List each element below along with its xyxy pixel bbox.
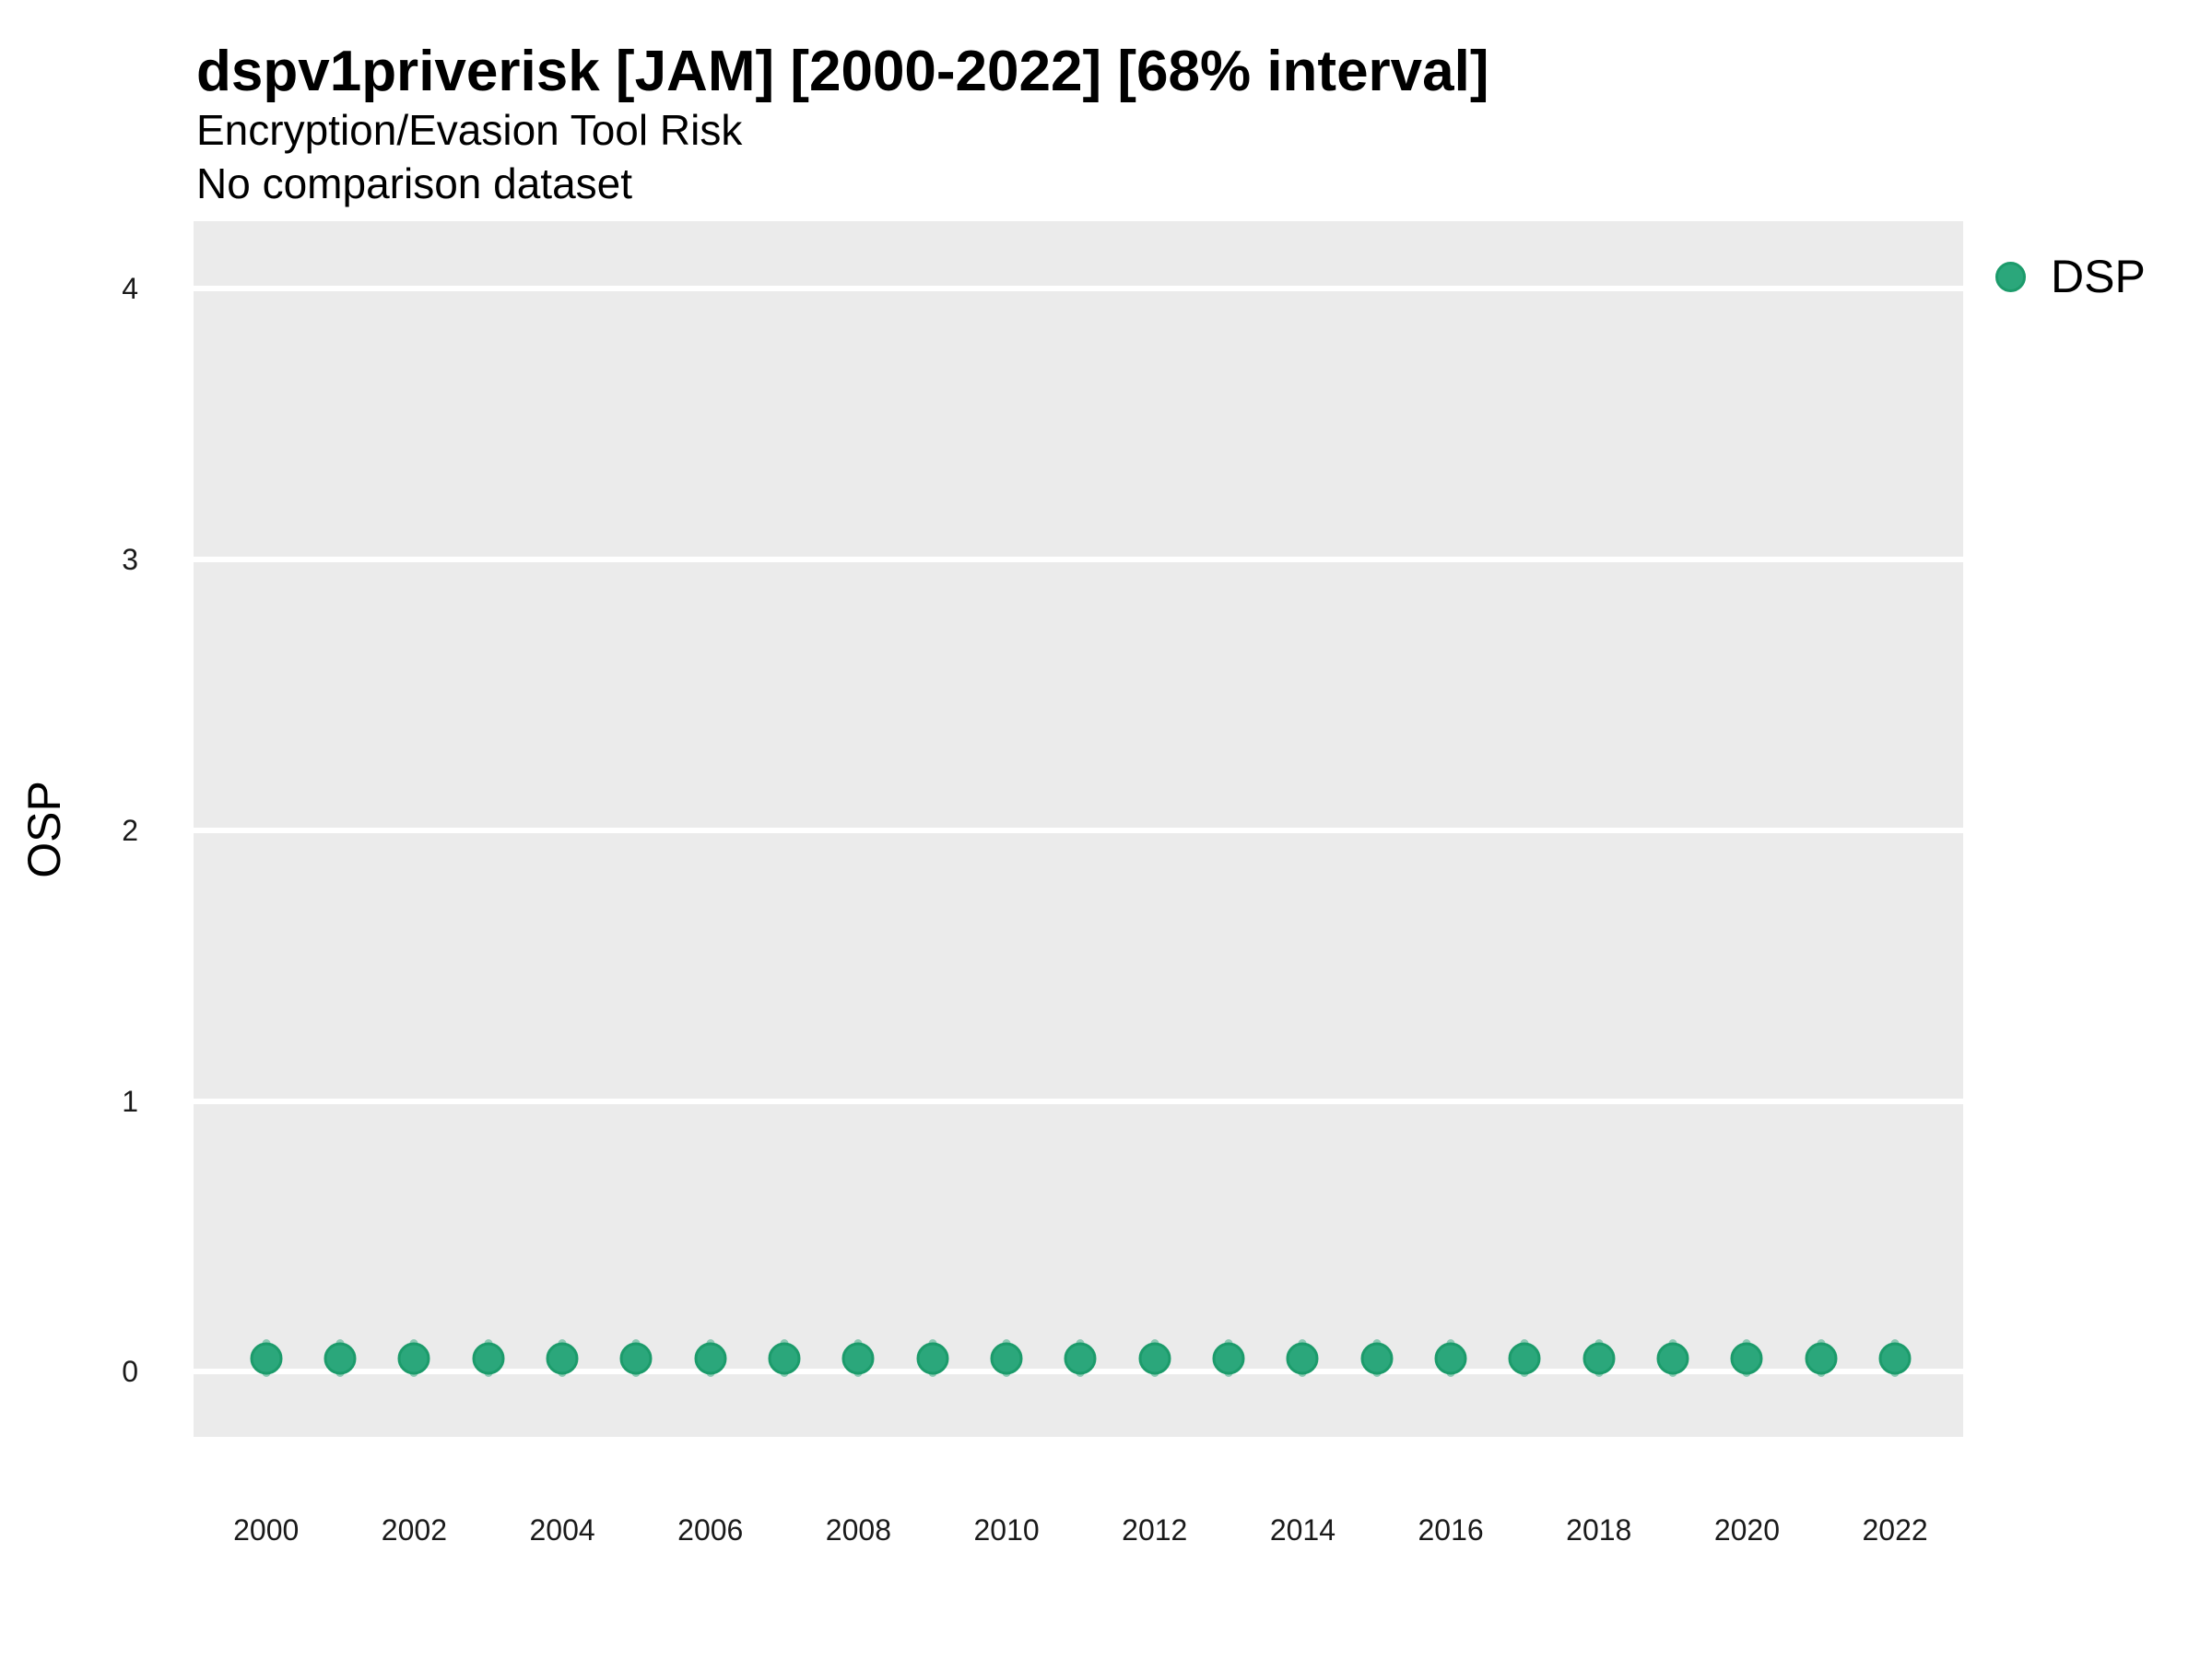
x-tick-label: 2002 (381, 1513, 447, 1547)
point-marker (1508, 1342, 1541, 1375)
point-marker (1805, 1342, 1838, 1375)
x-tick-label: 2010 (973, 1513, 1040, 1547)
y-tick-label: 0 (122, 1355, 138, 1389)
plot-panel (194, 221, 1963, 1437)
x-tick-label: 2014 (1269, 1513, 1335, 1547)
x-tick-label: 2008 (825, 1513, 891, 1547)
point-marker (1286, 1342, 1319, 1375)
x-tick-label: 2020 (1713, 1513, 1781, 1547)
point-marker (1212, 1342, 1245, 1375)
point-marker (990, 1342, 1023, 1375)
y-tick-label: 1 (122, 1084, 138, 1118)
point-marker (546, 1342, 579, 1375)
point-marker (472, 1342, 505, 1375)
point-marker (1656, 1342, 1689, 1375)
x-tick-label: 2012 (1122, 1513, 1188, 1547)
point-marker (1138, 1342, 1171, 1375)
point-marker (1360, 1342, 1394, 1375)
gridline-y-3 (194, 557, 1963, 563)
legend-label: DSP (2051, 251, 2146, 302)
point-marker (1064, 1342, 1097, 1375)
point-marker (324, 1342, 357, 1375)
gridline-y-1 (194, 1098, 1963, 1104)
x-tick-label: 2004 (529, 1513, 595, 1547)
point-marker (1730, 1342, 1763, 1375)
point-marker (841, 1342, 875, 1375)
point-marker (1434, 1342, 1467, 1375)
chart-title: dspv1priverisk [JAM] [2000-2022] [68% in… (196, 40, 1489, 103)
point-marker (916, 1342, 949, 1375)
chart-subtitle: Encryption/Evasion Tool Risk (196, 106, 743, 154)
y-tick-label: 4 (122, 272, 138, 306)
point-marker (619, 1342, 653, 1375)
point-marker (1583, 1342, 1616, 1375)
point-marker (768, 1342, 801, 1375)
x-tick-label: 2000 (233, 1513, 300, 1547)
legend: DSP (1995, 251, 2146, 302)
x-tick-label: 2016 (1418, 1513, 1484, 1547)
legend-point-icon (1995, 261, 2026, 292)
point-marker (397, 1342, 430, 1375)
point-marker (1878, 1342, 1912, 1375)
gridline-y-4 (194, 286, 1963, 292)
point-marker (694, 1342, 727, 1375)
chart-note: No comparison dataset (196, 159, 633, 207)
x-tick-label: 2018 (1566, 1513, 1632, 1547)
y-tick-label: 2 (122, 813, 138, 847)
x-tick-label: 2022 (1862, 1513, 1928, 1547)
x-tick-label: 2006 (677, 1513, 744, 1547)
point-marker (250, 1342, 283, 1375)
gridline-y-2 (194, 827, 1963, 833)
y-tick-label: 3 (122, 543, 138, 577)
